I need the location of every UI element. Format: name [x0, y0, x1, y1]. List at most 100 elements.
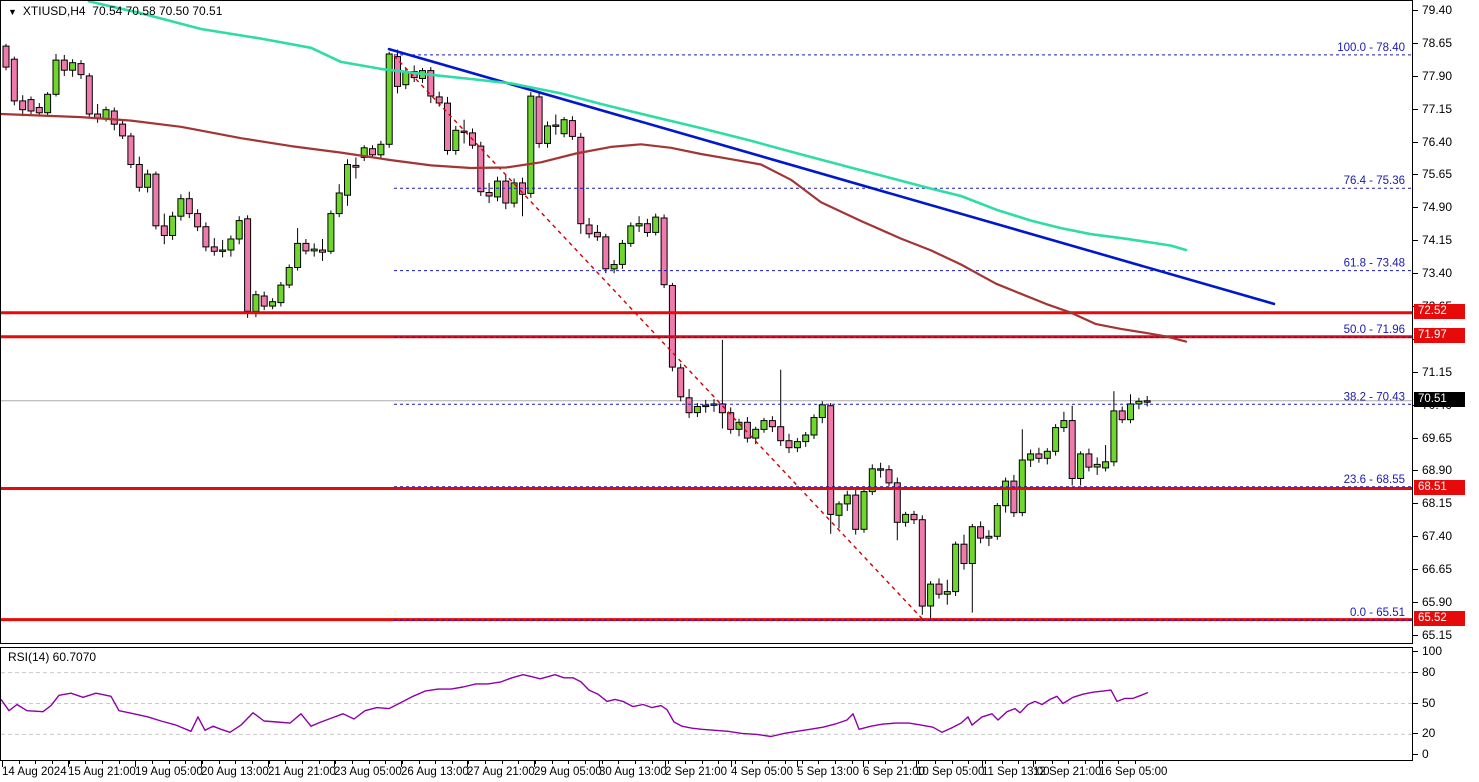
price-tick-label: 74.15	[1422, 233, 1453, 247]
candle-body	[277, 284, 285, 304]
price-tick-label: 67.40	[1422, 529, 1453, 543]
time-minor-tick	[752, 761, 753, 764]
time-minor-tick	[352, 761, 353, 764]
candle-body	[427, 70, 435, 97]
fib-diagonal-line	[393, 55, 924, 621]
time-axis[interactable]: 14 Aug 2024 15 Aug 21:00 19 Aug 05:00 20 Au…	[0, 761, 1479, 782]
time-minor-tick	[35, 761, 36, 764]
time-minor-tick	[535, 761, 536, 764]
candle-body	[602, 236, 610, 270]
candle-body	[785, 440, 793, 449]
rsi-tick-label: 20	[1422, 726, 1436, 740]
candlestick-chart[interactable]: 100.0 - 78.40 76.4 - 75.36 61.8 - 73.48 50.…	[1, 1, 1412, 643]
candle-body	[119, 123, 127, 137]
candle-body	[1052, 427, 1060, 452]
price-level-tag: 65.52	[1414, 611, 1465, 626]
candle-body	[577, 136, 585, 225]
time-minor-tick	[52, 761, 53, 764]
time-minor-tick	[902, 761, 903, 764]
candle-body	[685, 397, 693, 414]
price-tick-label: 65.15	[1422, 628, 1453, 642]
time-major-tick	[665, 761, 666, 767]
price-chart-panel[interactable]: 100.0 - 78.40 76.4 - 75.36 61.8 - 73.48 50.…	[0, 0, 1413, 644]
candle-body	[793, 441, 801, 449]
candle-body	[502, 180, 510, 204]
candle-body	[868, 468, 876, 493]
chevron-down-icon[interactable]: ▼	[8, 7, 17, 17]
price-tick-label: 75.65	[1422, 167, 1453, 181]
time-minor-tick	[319, 761, 320, 764]
candle-body	[627, 225, 635, 244]
time-minor-tick	[952, 761, 953, 764]
candle-body	[310, 248, 318, 252]
candle-body	[385, 53, 393, 145]
time-minor-tick	[685, 761, 686, 764]
rsi-tick-label: 100	[1422, 644, 1443, 658]
fib-level-label: 100.0 - 78.40	[1337, 42, 1405, 54]
candle-body	[535, 96, 543, 144]
time-minor-tick	[435, 761, 436, 764]
rsi-line	[1, 674, 1149, 738]
time-label: 2 Sep 21:00	[665, 766, 728, 778]
price-tick-label: 76.40	[1422, 135, 1453, 149]
time-label: 27 Aug 21:00	[467, 766, 535, 778]
candle-body	[702, 404, 710, 408]
candle-body	[485, 192, 493, 197]
time-minor-tick	[802, 761, 803, 764]
time-minor-tick	[785, 761, 786, 764]
candle-body	[1027, 453, 1035, 461]
price-tick	[1413, 142, 1418, 143]
candle-body	[827, 405, 835, 515]
time-label: 11 Sep 13:00	[982, 766, 1050, 778]
candle-body	[568, 120, 576, 137]
time-minor-tick	[1085, 761, 1086, 764]
price-axis[interactable]: 79.40 78.65 77.90 77.15 76.40 75.65 74.90 74.15…	[1413, 0, 1479, 762]
candle-body	[1002, 480, 1010, 507]
time-minor-tick	[718, 761, 719, 764]
candle-body	[1118, 410, 1126, 421]
time-minor-tick	[585, 761, 586, 764]
time-minor-tick	[518, 761, 519, 764]
time-minor-tick	[1135, 761, 1136, 764]
time-minor-tick	[419, 761, 420, 764]
price-tick	[1413, 10, 1418, 11]
rsi-label: RSI(14) 60.7070	[8, 650, 97, 664]
symbol-ohlc-text: XTIUSD,H4 70.54 70.58 70.50 70.51	[22, 4, 223, 18]
time-minor-tick	[768, 761, 769, 764]
candle-body	[27, 99, 35, 112]
candle-body	[1035, 453, 1043, 459]
candle-body	[52, 59, 60, 95]
candle-body	[885, 469, 893, 484]
time-minor-tick	[635, 761, 636, 764]
candle-body	[643, 223, 651, 233]
candle-body	[1093, 463, 1101, 468]
candle-body	[69, 62, 77, 71]
candle-body	[85, 75, 93, 115]
price-tick-label: 73.40	[1422, 266, 1453, 280]
candle-body	[660, 217, 668, 286]
candle-body	[219, 249, 227, 252]
price-tick	[1413, 569, 1418, 570]
candle-body	[335, 192, 343, 215]
time-label: 14 Aug 2024	[2, 766, 67, 778]
time-minor-tick	[652, 761, 653, 764]
rsi-indicator-panel[interactable]	[0, 647, 1413, 761]
time-minor-tick	[485, 761, 486, 764]
price-tick	[1413, 503, 1418, 504]
candle-body	[344, 164, 351, 196]
time-minor-tick	[885, 761, 886, 764]
candle-body	[902, 513, 910, 523]
candle-body	[1110, 410, 1118, 463]
price-tick-label: 68.90	[1422, 463, 1453, 477]
candle-body	[227, 238, 235, 251]
time-minor-tick	[818, 761, 819, 764]
candle-body	[10, 58, 18, 102]
candle-body	[1143, 400, 1151, 403]
candle-body	[777, 426, 785, 442]
time-label: 26 Aug 13:00	[401, 766, 469, 778]
time-major-tick	[68, 761, 69, 767]
candle-body	[977, 526, 985, 539]
time-major-tick	[599, 761, 600, 767]
candle-body	[60, 59, 68, 71]
time-label: 21 Aug 21:00	[268, 766, 336, 778]
